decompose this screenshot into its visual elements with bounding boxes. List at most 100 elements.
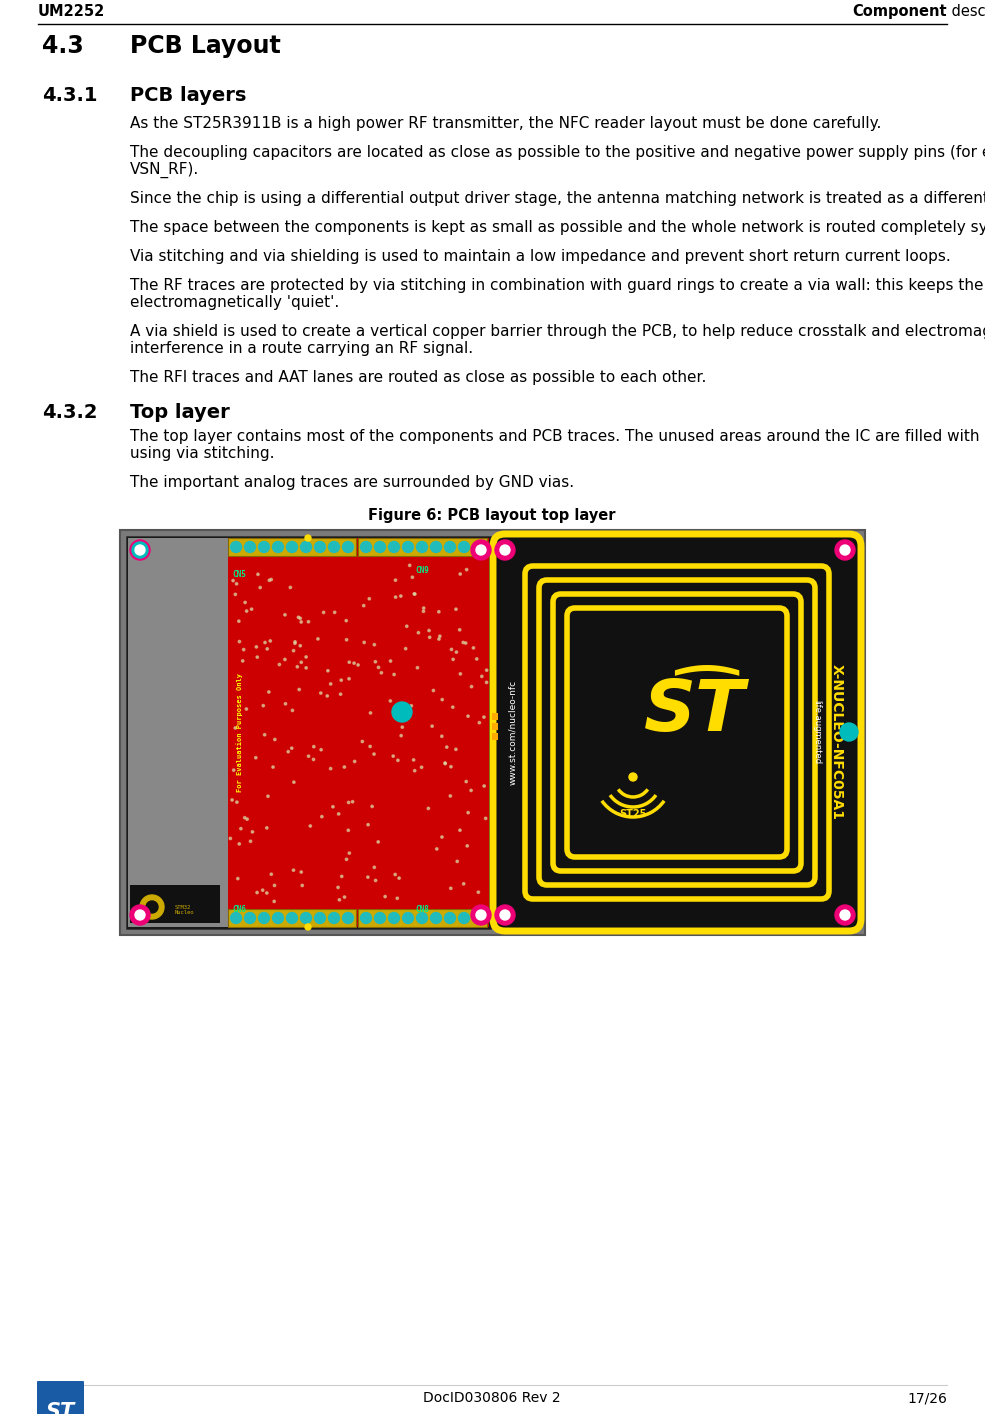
Circle shape (262, 704, 264, 707)
Circle shape (451, 706, 454, 708)
Circle shape (234, 727, 236, 730)
Circle shape (132, 542, 148, 559)
Circle shape (369, 745, 371, 748)
Circle shape (444, 762, 446, 764)
Circle shape (458, 542, 470, 553)
FancyBboxPatch shape (37, 1381, 84, 1414)
Circle shape (413, 592, 416, 595)
Circle shape (130, 540, 150, 560)
Circle shape (343, 542, 354, 553)
Text: The RF traces are protected by via stitching in combination with guard rings to : The RF traces are protected by via stitc… (130, 279, 985, 293)
Circle shape (314, 542, 325, 553)
Text: Top layer: Top layer (130, 403, 230, 421)
Circle shape (455, 650, 458, 653)
Text: 4.3: 4.3 (42, 34, 84, 58)
Circle shape (334, 611, 336, 614)
Text: 4.3.2: 4.3.2 (42, 403, 98, 421)
Circle shape (301, 884, 303, 887)
Circle shape (437, 611, 440, 612)
Circle shape (452, 658, 454, 660)
Text: CN5: CN5 (232, 570, 246, 578)
Circle shape (312, 758, 314, 761)
Circle shape (459, 673, 462, 674)
Circle shape (345, 619, 348, 622)
Circle shape (314, 912, 325, 923)
Circle shape (246, 817, 248, 820)
Circle shape (840, 911, 850, 921)
Text: PCB Layout: PCB Layout (130, 34, 281, 58)
Circle shape (449, 795, 451, 797)
Bar (228, 537, 356, 556)
Circle shape (235, 583, 237, 585)
Text: PCB layers: PCB layers (130, 86, 246, 105)
Circle shape (343, 766, 346, 768)
Circle shape (396, 896, 399, 899)
Circle shape (259, 587, 261, 588)
Circle shape (320, 748, 322, 751)
Circle shape (430, 725, 433, 727)
Circle shape (354, 761, 356, 762)
Circle shape (410, 704, 413, 707)
Circle shape (444, 912, 455, 923)
Circle shape (298, 689, 300, 690)
Text: CN9: CN9 (415, 566, 428, 575)
Circle shape (234, 592, 236, 595)
Circle shape (428, 636, 430, 639)
Circle shape (273, 884, 276, 887)
Text: www.st.com/nucleo-nfc: www.st.com/nucleo-nfc (508, 680, 517, 785)
Circle shape (267, 795, 269, 797)
Circle shape (235, 800, 238, 803)
Circle shape (258, 542, 270, 553)
Circle shape (287, 912, 297, 923)
Circle shape (362, 604, 364, 607)
Circle shape (455, 608, 457, 611)
Circle shape (465, 642, 467, 645)
Circle shape (467, 812, 470, 814)
Circle shape (300, 621, 302, 624)
Circle shape (411, 575, 414, 578)
Circle shape (284, 614, 287, 617)
Circle shape (268, 580, 271, 581)
Circle shape (348, 677, 351, 680)
Bar (492, 713, 498, 720)
Circle shape (435, 848, 438, 850)
Circle shape (300, 871, 302, 874)
Circle shape (273, 542, 284, 553)
Text: S͡T: S͡T (644, 677, 746, 747)
Circle shape (343, 912, 354, 923)
Circle shape (249, 840, 252, 843)
Circle shape (400, 734, 402, 737)
Circle shape (340, 679, 343, 682)
Circle shape (146, 901, 158, 913)
Circle shape (421, 766, 423, 768)
Circle shape (388, 912, 400, 923)
Circle shape (357, 663, 360, 666)
Circle shape (403, 542, 414, 553)
Circle shape (471, 540, 491, 560)
Text: Since the chip is using a differential output driver stage, the antenna matching: Since the chip is using a differential o… (130, 191, 985, 206)
Circle shape (309, 824, 311, 827)
Circle shape (330, 683, 332, 686)
Circle shape (238, 641, 240, 643)
Circle shape (427, 629, 430, 632)
Circle shape (495, 540, 515, 560)
Circle shape (417, 666, 419, 669)
Circle shape (329, 542, 340, 553)
Circle shape (337, 887, 339, 888)
Circle shape (483, 715, 486, 718)
Text: A via shield is used to create a vertical copper barrier through the PCB, to hel: A via shield is used to create a vertica… (130, 324, 985, 339)
Circle shape (300, 662, 302, 663)
Circle shape (470, 686, 473, 687)
Circle shape (237, 619, 240, 622)
Circle shape (389, 700, 392, 703)
Circle shape (485, 817, 487, 820)
Circle shape (352, 800, 354, 803)
Text: life.augmented: life.augmented (813, 700, 821, 764)
Circle shape (292, 710, 294, 711)
Circle shape (135, 544, 145, 556)
Circle shape (346, 858, 348, 861)
Circle shape (406, 625, 408, 628)
Circle shape (230, 912, 241, 923)
Circle shape (374, 912, 385, 923)
Circle shape (319, 691, 322, 694)
